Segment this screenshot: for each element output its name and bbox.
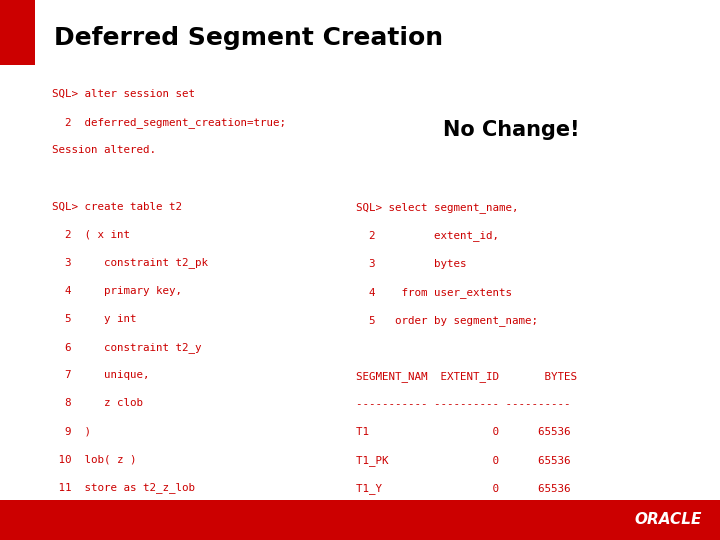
Text: Session altered.: Session altered.	[52, 145, 156, 156]
Text: ORACLE: ORACLE	[634, 512, 702, 527]
Text: SQL> select segment_name,: SQL> select segment_name,	[356, 202, 519, 213]
Text: 6     constraint t2_y: 6 constraint t2_y	[52, 342, 202, 353]
Text: 4    from user_extents: 4 from user_extents	[356, 287, 513, 298]
Text: Table created.: Table created.	[52, 538, 143, 540]
Text: 11  store as t2_z_lob: 11 store as t2_z_lob	[52, 482, 195, 493]
Text: SQL> alter session set: SQL> alter session set	[52, 89, 195, 99]
Bar	[0, 500, 720, 540]
Text: SEGMENT_NAM  EXTENT_ID       BYTES: SEGMENT_NAM EXTENT_ID BYTES	[356, 371, 577, 382]
Text: 2         extent_id,: 2 extent_id,	[356, 231, 500, 241]
Text: 7     unique,: 7 unique,	[52, 370, 149, 380]
Text: T1                   0      65536: T1 0 65536	[356, 427, 571, 437]
Text: 12  (index t2_z_lobidx);: 12 (index t2_z_lobidx);	[52, 510, 215, 521]
Text: SQL> create table t2: SQL> create table t2	[52, 201, 182, 212]
Text: 9  ): 9 )	[52, 426, 91, 436]
Text: T1_Y                 0      65536: T1_Y 0 65536	[356, 483, 571, 494]
Text: T1_PK                0      65536: T1_PK 0 65536	[356, 455, 571, 466]
Text: Deferred Segment Creation: Deferred Segment Creation	[54, 26, 443, 50]
Text: T1_Z_LOBIDX          0      65536: T1_Z_LOBIDX 0 65536	[356, 539, 571, 540]
Text: 4     primary key,: 4 primary key,	[52, 286, 182, 296]
Text: T1_Z_LOB             0      65536: T1_Z_LOB 0 65536	[356, 511, 571, 522]
Text: 8     z clob: 8 z clob	[52, 398, 143, 408]
Text: 3         bytes: 3 bytes	[356, 259, 467, 269]
Text: 5   order by segment_name;: 5 order by segment_name;	[356, 315, 539, 326]
Text: 2  ( x int: 2 ( x int	[52, 230, 130, 240]
Text: No Change!: No Change!	[443, 119, 580, 140]
Text: 5     y int: 5 y int	[52, 314, 136, 324]
Text: 2  deferred_segment_creation=true;: 2 deferred_segment_creation=true;	[52, 117, 286, 128]
Text: ----------- ---------- ----------: ----------- ---------- ----------	[356, 399, 571, 409]
Text: 10  lob( z ): 10 lob( z )	[52, 454, 136, 464]
Bar	[0, 0, 35, 65]
Text: 3     constraint t2_pk: 3 constraint t2_pk	[52, 258, 208, 268]
